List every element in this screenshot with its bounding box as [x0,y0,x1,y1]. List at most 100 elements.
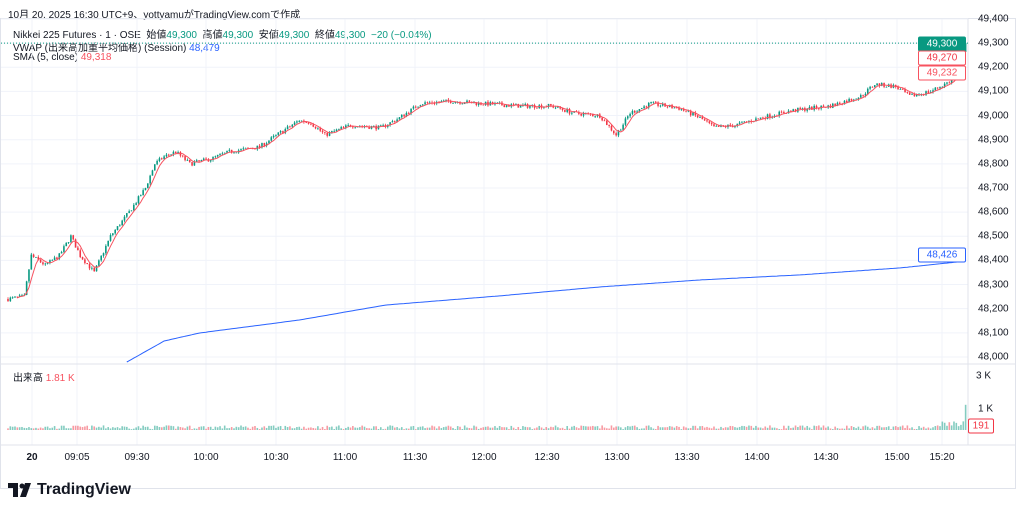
volume-bar [731,426,734,430]
candle-body [794,109,797,112]
volume-bar [261,427,263,430]
candle-body [328,132,331,136]
low-price-badge: 49,232 [918,65,966,81]
volume-bar [167,425,170,430]
volume-bar [848,428,850,430]
volume-bar [286,427,289,430]
candle-body [685,110,687,112]
candle-body [67,242,70,243]
volume-bar [587,426,589,430]
candle-body [613,130,615,134]
sma-price-badge: 49,270 [918,50,966,66]
volume-bar [405,428,408,430]
volume-bar [668,426,671,430]
price-axis-tick: 48,200 [978,303,1009,315]
vwap-line [126,253,966,363]
candle-body [165,154,168,157]
volume-badge: 191 [968,418,994,434]
volume-bar [906,425,909,430]
candle-body [762,117,764,119]
volume-bar [871,427,874,430]
volume-bar [654,429,657,430]
candle-body [736,123,739,126]
volume-bar [610,425,613,430]
volume-bar [279,426,282,430]
volume-bar [710,428,713,430]
volume-bar [114,427,116,430]
sma-legend[interactable]: SMA (5, close) 49,318 [13,52,111,63]
volume-bar [829,428,832,430]
volume-bar [25,428,28,430]
volume-bar [123,426,126,430]
candle-body [592,114,594,117]
change-value: −20 (−0.04%) [371,30,432,41]
volume-bar [296,427,298,430]
volume-bar [359,427,361,430]
volume-bar [491,427,494,430]
candle-body [147,183,149,188]
volume-bar [172,426,175,430]
candle-body [696,115,699,118]
volume-bar [18,427,21,430]
volume-bar [664,427,666,430]
volume-bar [153,425,156,430]
volume-bar [93,426,96,430]
volume-bar [156,425,158,430]
candle-body [414,106,417,108]
volume-bar [463,425,466,430]
candle-body [163,156,165,160]
volume-bar [277,426,280,430]
candle-body [112,233,114,236]
candle-body [403,114,405,117]
candle-body [864,93,867,96]
volume-bar [428,427,431,430]
candle-body [440,101,443,103]
volume-bar [484,426,487,430]
volume-bar [566,426,568,430]
tradingview-logo[interactable]: TradingView [8,481,131,499]
volume-bar [470,428,473,430]
volume-bar [960,424,962,430]
candle-body [233,152,235,154]
candle-body [843,100,846,105]
candle-body [503,105,506,108]
close-value: 49,300 [334,30,366,41]
candle-body [74,239,77,248]
candle-body [77,247,79,251]
volume-bar [920,427,923,430]
candle-body [58,253,61,259]
candle-body [149,175,151,184]
price-axis-tick: 48,400 [978,254,1009,266]
time-axis-tick: 14:30 [813,452,839,463]
volume-bar [11,426,14,430]
candle-body [899,89,902,90]
volume-bar [494,426,496,430]
candle-body [454,102,457,104]
volume-bar [46,426,49,430]
candle-body [140,195,142,197]
candle-body [200,159,203,162]
volume-bar [505,427,508,430]
candle-body [666,106,669,108]
volume-bar [857,426,860,430]
volume-legend[interactable]: 出来高 1.81 K [13,369,75,384]
volume-bar [74,425,77,430]
candle-body [554,107,557,109]
candle-body [442,100,445,102]
candle-body [393,121,396,122]
candle-body [801,108,804,110]
volume-bar [619,427,622,430]
candle-body [116,226,119,230]
volume-bar [198,426,200,430]
volume-bar [512,427,515,430]
volume-bar [592,425,594,430]
volume-bar [578,428,580,430]
candle-body [7,299,9,302]
candle-body [263,143,266,146]
vwap-legend[interactable]: VWAP (出来高加重平均価格) (Session) 48,479 [13,39,220,54]
volume-bar [808,427,811,430]
volume-bar [582,425,585,430]
volume-bar [722,428,725,430]
volume-bar [324,429,326,430]
